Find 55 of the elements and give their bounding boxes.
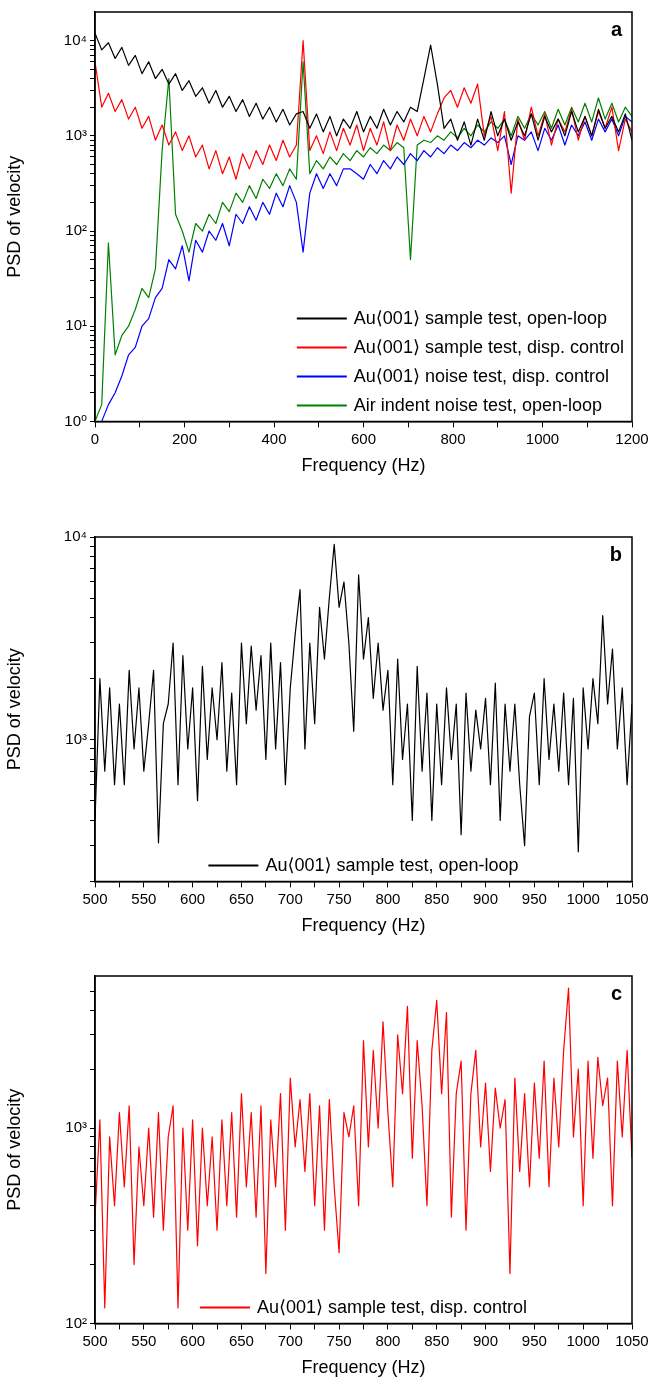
x-tick-label: 1050 xyxy=(615,1331,649,1349)
annotation: b xyxy=(609,542,622,565)
y-axis-title: PSD of velocity xyxy=(3,155,24,278)
x-tick-label: 550 xyxy=(131,889,157,907)
x-tick-label: 950 xyxy=(521,889,547,907)
legend-label: Au⟨001⟩ sample test, open-loop xyxy=(353,308,608,329)
legend-label: Au⟨001⟩ sample test, disp. control xyxy=(256,1297,528,1318)
x-tick-label: 1000 xyxy=(525,429,560,447)
x-tick-label: 500 xyxy=(82,889,108,907)
y-tick-label: 10⁰ xyxy=(64,411,87,429)
x-tick-label: 600 xyxy=(350,429,377,447)
x-axis-title: Frequency (Hz) xyxy=(301,915,426,936)
y-tick-label: 10² xyxy=(65,1313,87,1331)
legend-label: Au⟨001⟩ noise test, disp. control xyxy=(353,366,610,387)
x-tick-label: 650 xyxy=(228,1331,254,1349)
x-tick-label: 200 xyxy=(171,429,198,447)
x-tick-label: 500 xyxy=(82,1331,108,1349)
x-tick-label: 900 xyxy=(473,889,499,907)
y-tick-label: 10³ xyxy=(65,729,87,747)
y-tick-label: 10³ xyxy=(65,125,87,143)
x-tick-label: 1050 xyxy=(615,889,649,907)
x-tick-label: 0 xyxy=(90,429,100,447)
y-tick-label: 10¹ xyxy=(65,316,87,334)
y-axis-title: PSD of velocity xyxy=(3,648,24,771)
x-tick-label: 1000 xyxy=(566,1331,600,1349)
x-tick-label: 1200 xyxy=(615,429,649,447)
annotation: c xyxy=(610,981,622,1004)
x-tick-label: 950 xyxy=(521,1331,547,1349)
x-tick-label: 750 xyxy=(326,1331,352,1349)
x-tick-label: 800 xyxy=(375,889,401,907)
annotation: a xyxy=(610,17,623,40)
x-tick-label: 800 xyxy=(375,1331,401,1349)
legend-label: Air indent noise test, open-loop xyxy=(353,395,602,416)
x-tick-label: 600 xyxy=(180,1331,206,1349)
x-tick-label: 700 xyxy=(277,889,303,907)
y-tick-label: 10² xyxy=(65,221,87,239)
y-tick-label: 10⁴ xyxy=(63,30,87,48)
x-tick-label: 850 xyxy=(424,889,450,907)
x-tick-label: 800 xyxy=(440,429,466,447)
x-tick-label: 600 xyxy=(180,889,206,907)
legend-label: Au⟨001⟩ sample test, disp. control xyxy=(353,337,624,358)
x-tick-label: 1000 xyxy=(566,889,600,907)
y-axis-title: PSD of velocity xyxy=(3,1088,24,1211)
y-tick-label: 10³ xyxy=(65,1118,87,1136)
x-tick-label: 700 xyxy=(277,1331,303,1349)
x-tick-label: 850 xyxy=(424,1331,450,1349)
legend-label: Au⟨001⟩ sample test, open-loop xyxy=(265,855,519,876)
x-axis-title: Frequency (Hz) xyxy=(301,455,426,476)
x-tick-label: 550 xyxy=(131,1331,157,1349)
x-tick-label: 400 xyxy=(261,429,287,447)
x-tick-label: 900 xyxy=(473,1331,499,1349)
x-axis-title: Frequency (Hz) xyxy=(301,1357,426,1378)
y-tick-label: 10⁴ xyxy=(63,527,87,545)
x-tick-label: 650 xyxy=(228,889,254,907)
x-tick-label: 750 xyxy=(326,889,352,907)
